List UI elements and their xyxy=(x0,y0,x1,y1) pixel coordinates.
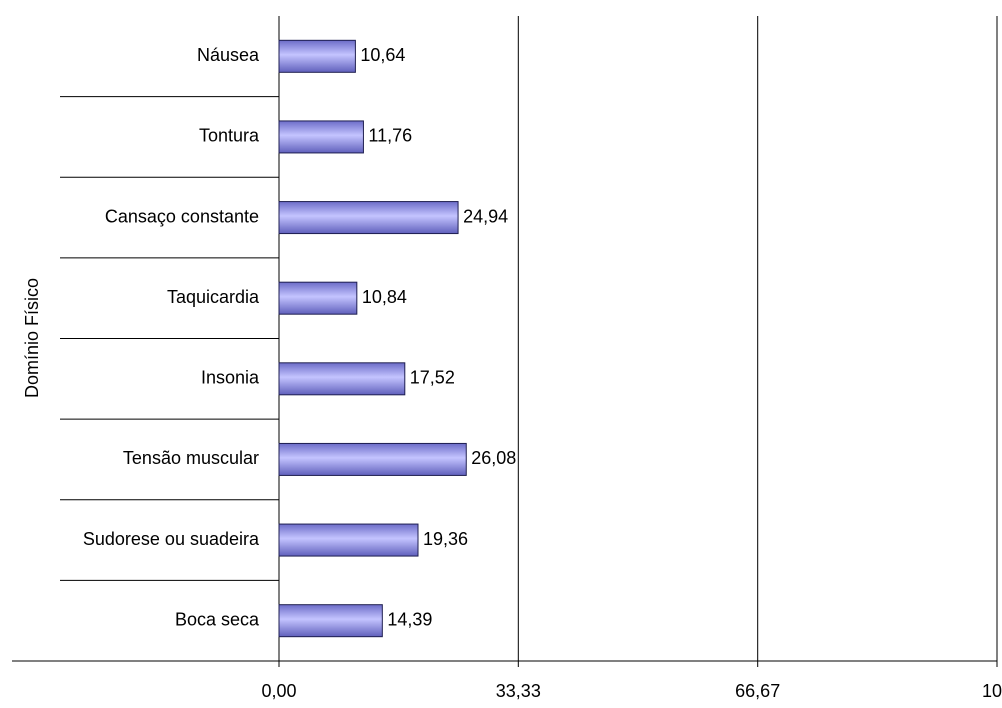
bar xyxy=(278,120,364,154)
y-tick-label: Boca seca xyxy=(175,609,260,629)
x-tick-label: 0,00 xyxy=(261,681,296,701)
x-tick-label: 66,67 xyxy=(735,681,780,701)
bar xyxy=(278,523,419,557)
x-tick-label: 33,33 xyxy=(496,681,541,701)
y-tick-label: Tontura xyxy=(199,126,260,146)
x-tick-label: 100 xyxy=(982,681,1002,701)
bar xyxy=(278,39,356,73)
bar xyxy=(278,604,383,638)
y-tick-label: Tensão muscular xyxy=(123,448,259,468)
value-label: 24,94 xyxy=(463,206,508,226)
y-tick-label: Náusea xyxy=(197,45,260,65)
value-label: 26,08 xyxy=(471,448,516,468)
bar xyxy=(278,201,459,235)
y-tick-label: Cansaço constante xyxy=(105,206,259,226)
y-tick-label: Sudorese ou suadeira xyxy=(83,529,260,549)
value-label: 10,64 xyxy=(360,45,405,65)
y-tick-label: Insonia xyxy=(201,368,260,388)
bar xyxy=(278,362,406,396)
y-tick-label: Taquicardia xyxy=(167,287,260,307)
bar xyxy=(278,281,358,315)
value-label: 17,52 xyxy=(410,368,455,388)
value-label: 11,76 xyxy=(368,126,412,146)
value-label: 14,39 xyxy=(387,609,432,629)
bar xyxy=(278,442,467,476)
y-axis-label: Domínio Físico xyxy=(22,278,42,398)
value-label: 10,84 xyxy=(362,287,407,307)
value-label: 19,36 xyxy=(423,529,468,549)
